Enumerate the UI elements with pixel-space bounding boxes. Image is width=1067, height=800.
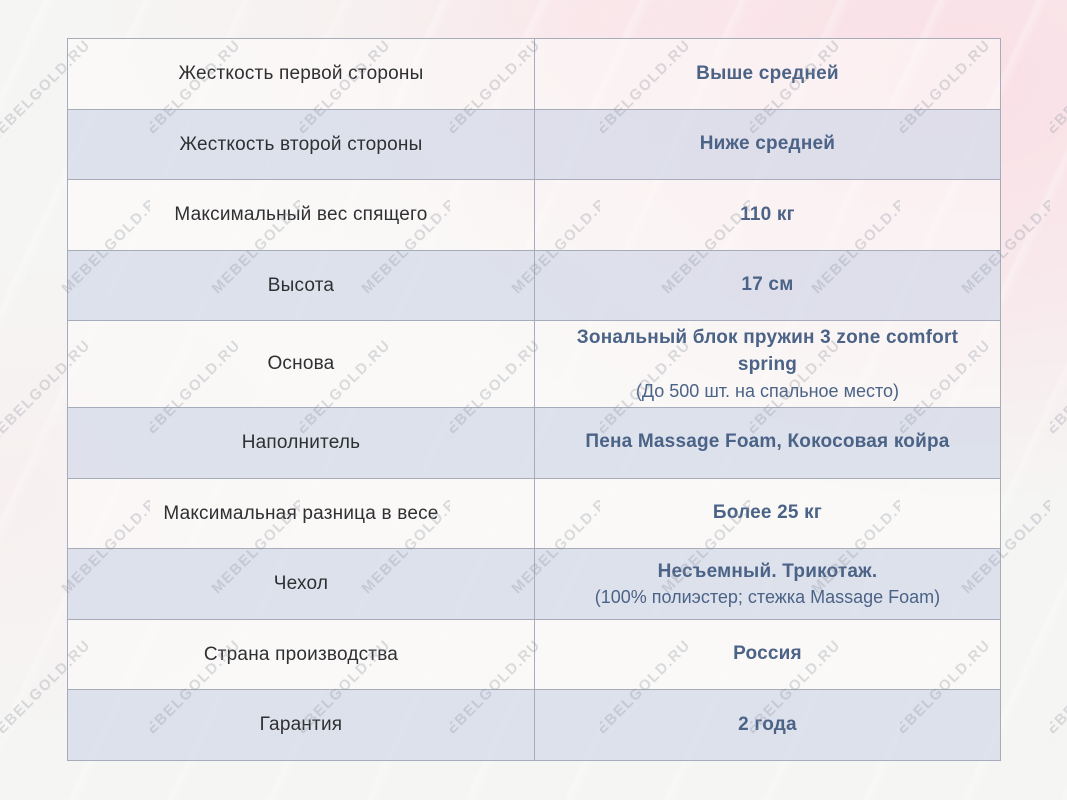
spec-label-cell: Чехол (68, 549, 535, 619)
spec-label-cell: Основа (68, 321, 535, 407)
spec-label: Гарантия (259, 714, 343, 736)
spec-label: Страна производства (203, 643, 399, 665)
table-row: Жесткость первой стороны Выше средней (68, 39, 1000, 110)
spec-label-cell: Гарантия (68, 690, 535, 760)
spec-label: Максимальная разница в весе (163, 502, 439, 524)
spec-label-cell: Высота (68, 250, 535, 321)
spec-label-cell: Максимальный вес спящего (68, 180, 535, 250)
table-row: Чехол Несъемный. Трикотаж. (100% полиэст… (68, 549, 1000, 620)
spec-label: Основа (267, 353, 335, 375)
table-row: Высота 17 см (68, 250, 1000, 322)
spec-label-cell: Жесткость первой стороны (68, 39, 535, 109)
spec-value: Россия (733, 643, 802, 665)
spec-value-cell: Несъемный. Трикотаж. (100% полиэстер; ст… (535, 549, 1000, 619)
spec-value-cell: Зональный блок пружин 3 zone comfort spr… (535, 321, 1000, 406)
spec-label: Жесткость второй стороны (179, 133, 423, 155)
spec-label-cell: Жесткость второй стороны (68, 109, 535, 180)
spec-label: Чехол (273, 573, 329, 595)
spec-label-cell: Максимальная разница в весе (68, 478, 535, 549)
spec-value: Ниже средней (699, 133, 836, 155)
spec-value-cell: Выше средней (535, 39, 1000, 109)
table-row: Наполнитель Пена Massage Foam, Кокосовая… (68, 407, 1000, 479)
spec-value-cell: 2 года (535, 690, 1000, 760)
table-row: Максимальная разница в весе Более 25 кг (68, 478, 1000, 550)
spec-value: Несъемный. Трикотаж. (657, 560, 878, 582)
spec-value: Зональный блок пружин 3 zone comfort spr… (576, 327, 959, 376)
spec-table: Жесткость первой стороны Выше средней Же… (67, 38, 1001, 761)
spec-value: 17 см (741, 274, 794, 296)
spec-label: Высота (267, 274, 335, 296)
spec-label: Максимальный вес спящего (174, 204, 428, 226)
spec-value-note: (100% полиэстер; стежка Massage Foam) (594, 587, 941, 608)
spec-value-cell: Россия (535, 620, 1000, 690)
spec-value-note: (До 500 шт. на спальное место) (635, 380, 899, 401)
spec-value-cell: 17 см (535, 251, 1000, 321)
spec-label: Жесткость первой стороны (178, 62, 424, 84)
spec-label-cell: Страна производства (68, 619, 535, 690)
spec-label: Наполнитель (241, 431, 361, 453)
table-row: Жесткость второй стороны Ниже средней (68, 109, 1000, 181)
spec-value: Более 25 кг (712, 502, 822, 524)
spec-value: Пена Massage Foam, Кокосовая койра (585, 431, 950, 453)
spec-label-cell: Наполнитель (68, 407, 535, 478)
spec-value: 110 кг (740, 203, 795, 225)
spec-value-cell: Пена Massage Foam, Кокосовая койра (535, 408, 1000, 478)
table-row: Максимальный вес спящего 110 кг (68, 180, 1000, 251)
spec-value-cell: 110 кг (535, 180, 1000, 250)
table-row: Страна производства Россия (68, 619, 1000, 691)
spec-value: 2 года (738, 713, 797, 735)
spec-value-cell: Ниже средней (535, 110, 1000, 180)
table-row: Основа Зональный блок пружин 3 zone comf… (68, 321, 1000, 408)
spec-value-cell: Более 25 кг (535, 479, 1000, 549)
table-row: Гарантия 2 года (68, 690, 1000, 760)
spec-value: Выше средней (696, 62, 839, 84)
